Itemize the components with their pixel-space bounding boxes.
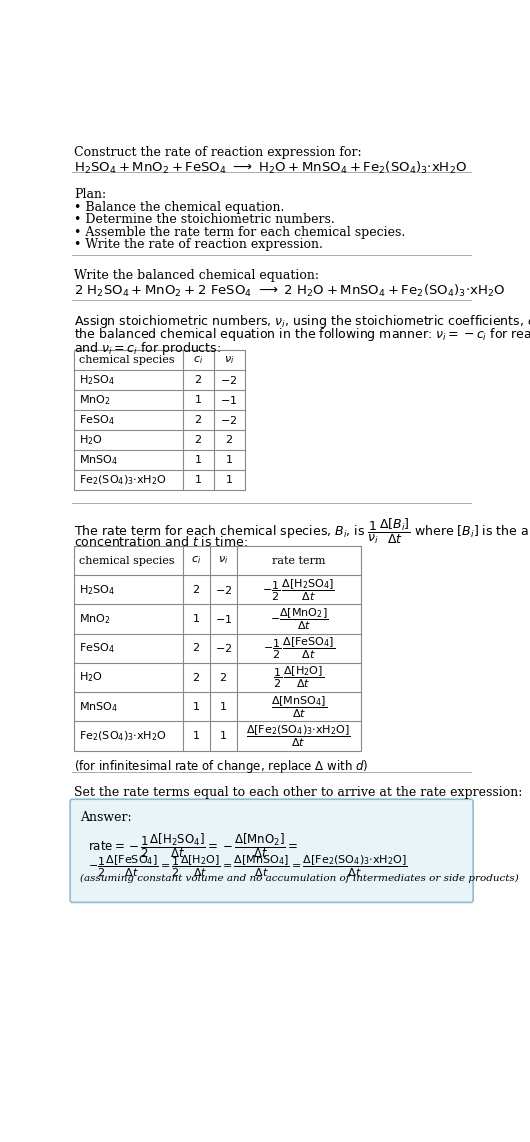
Text: Plan:: Plan: — [74, 188, 106, 201]
Text: $c_i$: $c_i$ — [191, 555, 201, 566]
Text: chemical species: chemical species — [78, 355, 174, 365]
Bar — [74, 351, 244, 490]
Text: Assign stoichiometric numbers, $\nu_i$, using the stoichiometric coefficients, $: Assign stoichiometric numbers, $\nu_i$, … — [74, 313, 530, 330]
Text: 1: 1 — [220, 702, 227, 711]
Text: 2: 2 — [192, 673, 200, 683]
Text: • Determine the stoichiometric numbers.: • Determine the stoichiometric numbers. — [74, 214, 335, 226]
Text: 2: 2 — [219, 673, 227, 683]
Text: 1: 1 — [195, 456, 201, 466]
Text: $\dfrac{1}{2}\,\dfrac{\Delta[\mathrm{H_2O}]}{\Delta t}$: $\dfrac{1}{2}\,\dfrac{\Delta[\mathrm{H_2… — [273, 665, 324, 690]
Text: 1: 1 — [225, 475, 233, 485]
Text: 2: 2 — [195, 376, 201, 385]
Text: $\mathrm{rate} = -\dfrac{1}{2}\dfrac{\Delta[\mathrm{H_2SO_4}]}{\Delta t} = -\dfr: $\mathrm{rate} = -\dfrac{1}{2}\dfrac{\De… — [88, 831, 298, 860]
Text: $\mathrm{FeSO_4}$: $\mathrm{FeSO_4}$ — [78, 642, 114, 656]
Text: $\mathrm{MnSO_4}$: $\mathrm{MnSO_4}$ — [78, 700, 118, 714]
Text: $-\dfrac{1}{2}\,\dfrac{\Delta[\mathrm{FeSO_4}]}{\Delta t}$: $-\dfrac{1}{2}\,\dfrac{\Delta[\mathrm{Fe… — [262, 636, 335, 661]
Text: $-\dfrac{\Delta[\mathrm{MnO_2}]}{\Delta t}$: $-\dfrac{\Delta[\mathrm{MnO_2}]}{\Delta … — [270, 606, 328, 632]
Text: (assuming constant volume and no accumulation of intermediates or side products): (assuming constant volume and no accumul… — [80, 874, 519, 883]
Text: Answer:: Answer: — [80, 811, 132, 823]
Text: $-1$: $-1$ — [220, 394, 237, 407]
Text: 2: 2 — [192, 585, 200, 595]
Text: $\mathrm{MnSO_4}$: $\mathrm{MnSO_4}$ — [78, 453, 118, 467]
Text: $\mathrm{H_2O}$: $\mathrm{H_2O}$ — [78, 434, 102, 448]
Text: $c_i$: $c_i$ — [193, 354, 203, 367]
Text: chemical species: chemical species — [78, 555, 174, 565]
Text: $\dfrac{\Delta[\mathrm{MnSO_4}]}{\Delta t}$: $\dfrac{\Delta[\mathrm{MnSO_4}]}{\Delta … — [271, 694, 327, 719]
Text: $-\dfrac{1}{2}\dfrac{\Delta[\mathrm{FeSO_4}]}{\Delta t} = \dfrac{1}{2}\dfrac{\De: $-\dfrac{1}{2}\dfrac{\Delta[\mathrm{FeSO… — [88, 854, 408, 879]
Text: 2: 2 — [195, 416, 201, 426]
Text: $\mathrm{Fe_2(SO_4)_3{\cdot}xH_2O}$: $\mathrm{Fe_2(SO_4)_3{\cdot}xH_2O}$ — [78, 730, 166, 743]
Text: 1: 1 — [192, 702, 200, 711]
Text: the balanced chemical equation in the following manner: $\nu_i = -c_i$ for react: the balanced chemical equation in the fo… — [74, 327, 530, 344]
Text: Write the balanced chemical equation:: Write the balanced chemical equation: — [74, 268, 319, 282]
Text: $-2$: $-2$ — [220, 375, 237, 386]
Text: $-2$: $-2$ — [215, 584, 232, 596]
Text: 2: 2 — [225, 435, 233, 445]
Text: • Write the rate of reaction expression.: • Write the rate of reaction expression. — [74, 238, 323, 251]
Text: 1: 1 — [192, 614, 200, 624]
Text: $\mathrm{H_2O}$: $\mathrm{H_2O}$ — [78, 670, 102, 684]
Text: $-2$: $-2$ — [215, 642, 232, 654]
Text: $-\dfrac{1}{2}\,\dfrac{\Delta[\mathrm{H_2SO_4}]}{\Delta t}$: $-\dfrac{1}{2}\,\dfrac{\Delta[\mathrm{H_… — [262, 577, 335, 603]
Text: 2: 2 — [195, 435, 201, 445]
Text: The rate term for each chemical species, $B_i$, is $\dfrac{1}{\nu_i}\dfrac{\Delt: The rate term for each chemical species,… — [74, 516, 530, 546]
Text: and $\nu_i = c_i$ for products:: and $\nu_i = c_i$ for products: — [74, 339, 221, 356]
Text: $\nu_i$: $\nu_i$ — [218, 555, 228, 566]
Text: $\mathrm{FeSO_4}$: $\mathrm{FeSO_4}$ — [78, 413, 114, 427]
Text: concentration and $t$ is time:: concentration and $t$ is time: — [74, 536, 248, 549]
Text: $\dfrac{\Delta[\mathrm{Fe_2(SO_4)_3{\cdot}xH_2O}]}{\Delta t}$: $\dfrac{\Delta[\mathrm{Fe_2(SO_4)_3{\cdo… — [246, 723, 351, 749]
Text: 2: 2 — [192, 643, 200, 653]
Text: 1: 1 — [195, 475, 201, 485]
Text: 1: 1 — [225, 456, 233, 466]
Text: $\mathrm{Fe_2(SO_4)_3{\cdot}xH_2O}$: $\mathrm{Fe_2(SO_4)_3{\cdot}xH_2O}$ — [78, 474, 166, 488]
Text: Set the rate terms equal to each other to arrive at the rate expression:: Set the rate terms equal to each other t… — [74, 786, 523, 799]
Text: 1: 1 — [192, 731, 200, 741]
Text: $\mathrm{H_2SO_4 + MnO_2 + FeSO_4 \ \longrightarrow \ H_2O + MnSO_4 + Fe_2(SO_4): $\mathrm{H_2SO_4 + MnO_2 + FeSO_4 \ \lon… — [74, 160, 467, 176]
Text: (for infinitesimal rate of change, replace $\Delta$ with $d$): (for infinitesimal rate of change, repla… — [74, 758, 368, 775]
FancyBboxPatch shape — [70, 799, 473, 902]
Text: $\mathrm{H_2SO_4}$: $\mathrm{H_2SO_4}$ — [78, 582, 115, 597]
Text: $\mathrm{MnO_2}$: $\mathrm{MnO_2}$ — [78, 394, 110, 408]
Text: $\mathrm{2\ H_2SO_4 + MnO_2 + 2\ FeSO_4 \ \longrightarrow \ 2\ H_2O + MnSO_4 + F: $\mathrm{2\ H_2SO_4 + MnO_2 + 2\ FeSO_4 … — [74, 282, 505, 299]
Text: $\mathrm{MnO_2}$: $\mathrm{MnO_2}$ — [78, 612, 110, 626]
Text: $\nu_i$: $\nu_i$ — [224, 354, 234, 367]
Bar — [74, 546, 361, 750]
Text: $-1$: $-1$ — [215, 613, 232, 625]
Text: rate term: rate term — [272, 555, 325, 565]
Text: • Assemble the rate term for each chemical species.: • Assemble the rate term for each chemic… — [74, 226, 405, 239]
Text: 1: 1 — [220, 731, 227, 741]
Text: $-2$: $-2$ — [220, 415, 237, 426]
Text: 1: 1 — [195, 395, 201, 405]
Text: $\mathrm{H_2SO_4}$: $\mathrm{H_2SO_4}$ — [78, 373, 115, 387]
Text: • Balance the chemical equation.: • Balance the chemical equation. — [74, 201, 285, 214]
Text: Construct the rate of reaction expression for:: Construct the rate of reaction expressio… — [74, 146, 361, 159]
